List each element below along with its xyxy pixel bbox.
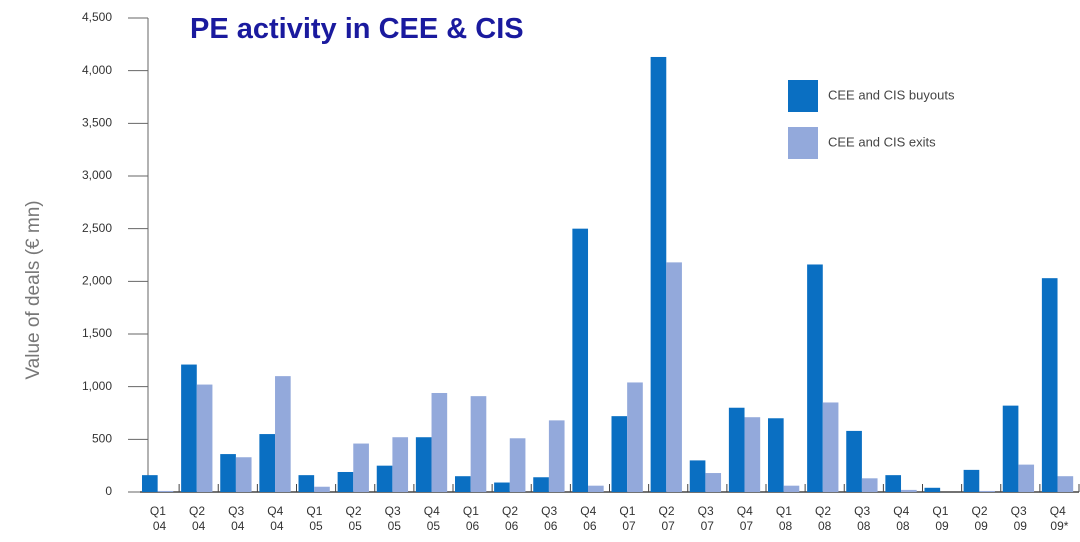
bar xyxy=(963,469,980,492)
y-axis-label: Value of deals (€ mn) xyxy=(23,200,44,379)
bar xyxy=(572,228,589,492)
x-tick-label: Q2 08 xyxy=(815,504,834,533)
bar xyxy=(689,460,706,492)
x-tick-label: Q4 04 xyxy=(267,504,286,533)
x-tick-label: Q3 06 xyxy=(541,504,560,533)
x-tick-label: Q1 06 xyxy=(463,504,482,533)
bar xyxy=(1018,464,1035,492)
x-tick-label: Q1 07 xyxy=(619,504,638,533)
bar xyxy=(533,477,549,492)
y-tick-label: 4,500 xyxy=(82,10,112,24)
x-tick-label: Q2 04 xyxy=(189,504,208,533)
x-tick-label: Q3 08 xyxy=(854,504,873,533)
bar xyxy=(142,475,158,492)
x-tick-label: Q2 06 xyxy=(502,504,521,533)
bar xyxy=(901,489,917,492)
bar xyxy=(666,262,682,492)
bar xyxy=(1057,476,1074,492)
y-tick-label: 2,500 xyxy=(82,221,112,235)
bar xyxy=(1041,278,1058,492)
y-tick-label: 3,500 xyxy=(82,116,112,130)
x-tick-label: Q1 09 xyxy=(932,504,951,533)
bar xyxy=(220,454,236,492)
bar xyxy=(509,438,526,492)
x-tick-label: Q1 08 xyxy=(776,504,795,533)
x-tick-label: Q4 07 xyxy=(737,504,756,533)
x-tick-label: Q3 04 xyxy=(228,504,247,533)
bar xyxy=(259,434,276,492)
bar xyxy=(470,396,487,492)
bar xyxy=(861,478,878,492)
x-tick-label: Q3 05 xyxy=(385,504,404,533)
bar xyxy=(353,443,369,492)
y-tick-label: 2,000 xyxy=(82,274,112,288)
x-tick-label: Q1 04 xyxy=(150,504,169,533)
x-tick-label: Q2 07 xyxy=(659,504,678,533)
bar xyxy=(650,56,667,493)
legend-label: CEE and CIS buyouts xyxy=(828,87,955,102)
x-tick-label: Q2 05 xyxy=(346,504,365,533)
bar xyxy=(924,487,941,492)
bar xyxy=(431,392,448,492)
legend-swatch xyxy=(788,127,818,159)
bar xyxy=(979,490,995,492)
bar xyxy=(337,471,354,492)
bar xyxy=(822,402,839,492)
y-tick-label: 500 xyxy=(92,432,112,446)
legend-swatch xyxy=(788,80,818,112)
bar xyxy=(494,482,510,492)
bar xyxy=(728,407,745,492)
bar xyxy=(181,364,197,492)
x-tick-label: Q4 09* xyxy=(1050,504,1069,533)
bar xyxy=(783,485,800,492)
bar xyxy=(415,437,432,492)
x-tick-label: Q4 08 xyxy=(893,504,912,533)
x-tick-label: Q2 09 xyxy=(972,504,991,533)
bar xyxy=(744,417,761,492)
y-tick-label: 1,500 xyxy=(82,326,112,340)
bar xyxy=(196,384,213,492)
bar xyxy=(611,416,628,492)
bar xyxy=(1002,405,1019,492)
bar xyxy=(627,382,643,492)
x-tick-label: Q3 07 xyxy=(698,504,717,533)
legend-label: CEE and CIS exits xyxy=(828,134,936,149)
bar xyxy=(768,418,784,492)
bar xyxy=(298,475,315,492)
bar xyxy=(235,457,252,492)
bar xyxy=(392,437,409,492)
bar xyxy=(846,430,862,492)
bar xyxy=(807,264,823,492)
y-tick-label: 0 xyxy=(105,484,112,498)
x-tick-label: Q3 09 xyxy=(1011,504,1030,533)
x-tick-label: Q4 05 xyxy=(424,504,443,533)
bar xyxy=(705,473,722,492)
bar xyxy=(588,485,604,492)
bar xyxy=(275,376,291,492)
x-tick-label: Q4 06 xyxy=(580,504,599,533)
y-tick-label: 3,000 xyxy=(82,168,112,182)
bar xyxy=(376,465,393,492)
chart-title: PE activity in CEE & CIS xyxy=(190,13,524,45)
x-tick-label: Q1 05 xyxy=(306,504,325,533)
bar xyxy=(157,490,174,492)
bar xyxy=(455,476,471,492)
bar xyxy=(885,475,902,492)
y-tick-label: 1,000 xyxy=(82,379,112,393)
y-tick-label: 4,000 xyxy=(82,63,112,77)
bar xyxy=(548,420,565,492)
bar xyxy=(314,486,330,492)
